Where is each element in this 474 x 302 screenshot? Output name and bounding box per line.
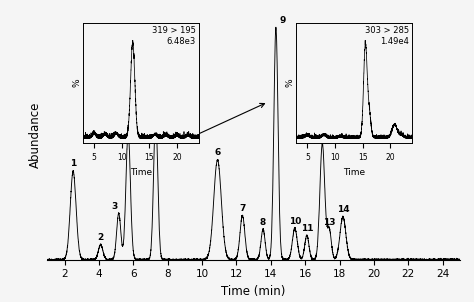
Text: 4: 4 bbox=[125, 120, 131, 129]
Y-axis label: %: % bbox=[286, 79, 295, 87]
Text: 14: 14 bbox=[337, 205, 349, 214]
Text: 1: 1 bbox=[70, 159, 76, 168]
Y-axis label: Abundance: Abundance bbox=[29, 101, 42, 168]
Text: 9: 9 bbox=[280, 16, 286, 25]
Text: 319 > 195
6.48e3: 319 > 195 6.48e3 bbox=[152, 26, 196, 47]
X-axis label: Time (min): Time (min) bbox=[221, 285, 286, 298]
Text: 2: 2 bbox=[98, 233, 104, 242]
Text: 3: 3 bbox=[111, 202, 118, 211]
Y-axis label: %: % bbox=[73, 79, 82, 87]
Text: 12: 12 bbox=[322, 132, 335, 141]
Text: 11: 11 bbox=[301, 223, 313, 233]
Text: 5: 5 bbox=[158, 104, 164, 113]
Text: 303 > 285
1.49e4: 303 > 285 1.49e4 bbox=[365, 26, 409, 47]
X-axis label: Time: Time bbox=[130, 168, 152, 177]
Text: 13: 13 bbox=[323, 218, 336, 227]
Text: 6: 6 bbox=[214, 148, 220, 157]
Text: 7: 7 bbox=[239, 204, 246, 213]
Text: 10: 10 bbox=[289, 217, 301, 226]
Text: 8: 8 bbox=[260, 218, 266, 227]
X-axis label: Time: Time bbox=[343, 168, 365, 177]
